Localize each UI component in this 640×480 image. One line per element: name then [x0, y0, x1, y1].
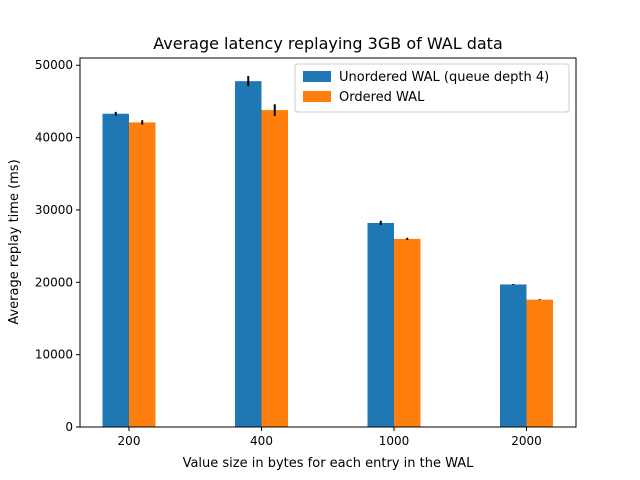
legend-box: [294, 63, 570, 113]
x-axis: 200 400 1000 2000: [118, 427, 542, 448]
x-tick-label: 1000: [379, 434, 410, 448]
y-tick-label: 30000: [35, 203, 73, 217]
legend: Unordered WAL (queue depth 4) Ordered WAL: [294, 63, 570, 113]
bar-series2-400: [261, 110, 288, 427]
errorbar-layer: [114, 76, 541, 301]
bar-series1-1000: [367, 222, 394, 427]
x-tick-label: 2000: [511, 434, 542, 448]
legend-label-series2: Ordered WAL: [339, 90, 425, 105]
bar-series2-1000: [394, 238, 421, 427]
bar-series2-2000: [526, 299, 553, 427]
legend-swatch-series1: [303, 71, 331, 82]
x-axis-label: Value size in bytes for each entry in th…: [183, 456, 475, 471]
y-axis: 0 10000 20000 30000 40000 50000: [35, 58, 80, 434]
bar-series1-200: [102, 113, 129, 427]
y-tick-label: 10000: [35, 348, 73, 362]
bar-series1-400: [235, 81, 262, 427]
y-axis-label: Average replay time (ms): [7, 159, 22, 324]
legend-label-series1: Unordered WAL (queue depth 4): [339, 70, 549, 85]
x-tick-label: 200: [118, 434, 141, 448]
bar-series1-2000: [500, 284, 527, 427]
legend-swatch-series2: [303, 91, 331, 102]
y-tick-label: 20000: [35, 275, 73, 289]
plot-area-frame: [79, 57, 577, 428]
y-tick-label: 50000: [35, 58, 73, 72]
chart-title: Average latency replaying 3GB of WAL dat…: [153, 34, 503, 53]
bar-series2-200: [129, 122, 156, 428]
y-tick-label: 40000: [35, 131, 73, 145]
bars-layer: [102, 81, 553, 428]
y-tick-label: 0: [65, 420, 73, 434]
x-tick-label: 400: [250, 434, 273, 448]
